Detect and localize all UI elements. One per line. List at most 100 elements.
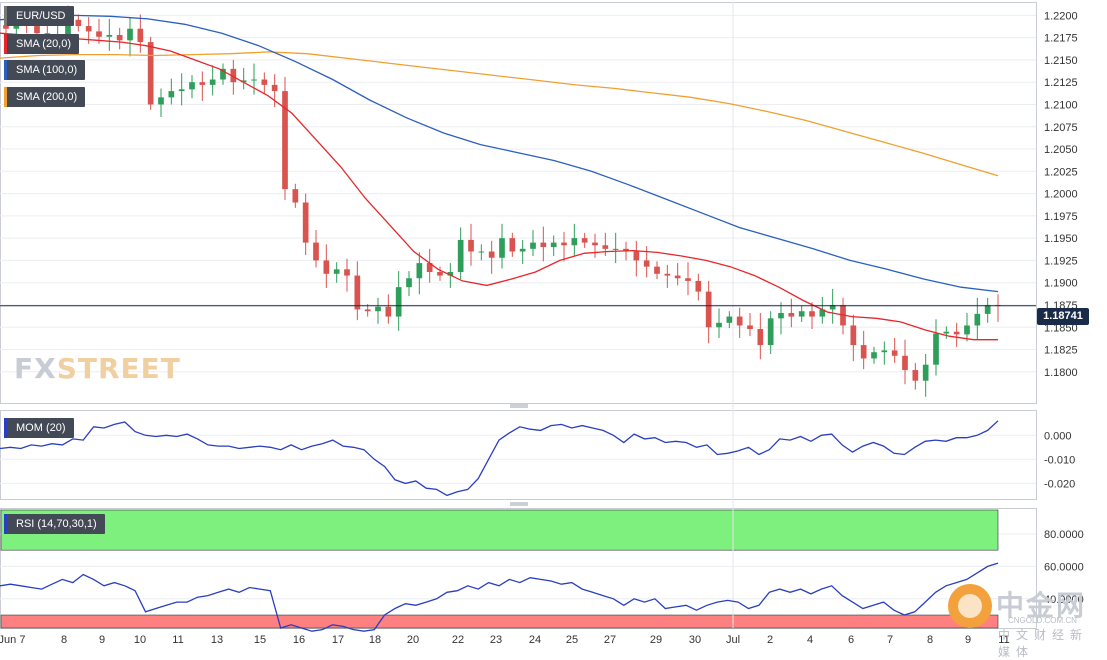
rsi-label: RSI (14,70,30,1): [4, 514, 105, 534]
candle-body: [674, 275, 681, 279]
candle-body: [447, 272, 454, 276]
x-tick-label: 10: [134, 634, 146, 646]
candle-body: [96, 31, 102, 37]
candle-body: [778, 312, 784, 319]
candle-body: [716, 322, 722, 328]
candle-body: [127, 28, 133, 41]
x-tick-label: 27: [604, 634, 616, 646]
candle-body: [747, 325, 753, 330]
candle-body: [137, 28, 144, 43]
x-tick-label: 8: [61, 634, 67, 646]
candle-body: [406, 278, 412, 288]
candle-body: [871, 352, 877, 359]
candle-body: [850, 325, 857, 346]
candle-body: [964, 325, 970, 335]
x-tick-label: 2: [767, 634, 773, 646]
mom-tick-label: -0.020: [1044, 478, 1075, 490]
candle-body: [85, 26, 92, 32]
candle-body: [726, 316, 733, 323]
watermark-sub: 中文财经新媒体: [998, 628, 1089, 659]
x-tick-label: 9: [965, 634, 971, 646]
candle-body: [3, 25, 9, 29]
candle-body: [261, 79, 268, 85]
rsi-swatch: [4, 514, 7, 534]
mom-pane-frame: [0, 410, 1037, 500]
candle-body: [364, 309, 371, 312]
candle-body: [271, 84, 278, 92]
x-tick-label: 4: [807, 634, 813, 646]
logo-fx: FX: [14, 352, 57, 385]
sma20-label: SMA (20,0): [4, 34, 80, 54]
candle-body: [230, 68, 237, 83]
candle-body: [116, 34, 123, 41]
sma200-label: SMA (200,0): [4, 87, 86, 107]
candle-body: [220, 68, 226, 80]
mom-label: MOM (20): [4, 418, 74, 438]
x-tick-label: 20: [407, 634, 419, 646]
x-tick-label: 25: [566, 634, 578, 646]
candle-body: [395, 287, 402, 317]
candle-body: [705, 291, 712, 328]
rsi-text: RSI (14,70,30,1): [16, 518, 97, 530]
x-tick-label: 15: [254, 634, 266, 646]
candle-body: [736, 316, 743, 326]
symbol-swatch: [4, 6, 7, 26]
x-tick-label: 16: [293, 634, 305, 646]
sma20-line: [0, 32, 998, 341]
x-tick-label: 13: [211, 634, 223, 646]
y-tick-label: 1.2025: [1044, 166, 1078, 178]
y-tick-label: 1.2050: [1044, 144, 1078, 156]
candle-body: [147, 42, 154, 105]
candle-body: [902, 355, 908, 371]
y-tick-label: 1.2100: [1044, 99, 1078, 111]
x-tick-label: 23: [490, 634, 502, 646]
candle-body: [571, 238, 578, 246]
candle-body: [478, 251, 485, 253]
y-tick-label: 1.2125: [1044, 77, 1078, 89]
candle-body: [158, 97, 164, 105]
candle-body: [767, 318, 774, 346]
x-tick-label: Jul: [726, 634, 740, 646]
candle-body: [860, 345, 867, 359]
cngold-logo-icon: [948, 584, 992, 628]
candle-body: [75, 19, 82, 27]
candle-body: [685, 278, 691, 281]
sma100-line: [0, 14, 999, 293]
mom-swatch: [4, 418, 7, 438]
x-tick-label: 24: [529, 634, 541, 646]
rsi-oversold-zone: [0, 614, 999, 629]
mom-tick-label: -0.010: [1044, 454, 1075, 466]
sma200-line: [0, 51, 999, 177]
candle-body: [561, 242, 567, 246]
candle-body: [199, 82, 206, 85]
x-tick-label: 29: [650, 634, 662, 646]
candle-body: [282, 91, 288, 190]
candle-body: [344, 269, 350, 276]
sma100-swatch: [4, 60, 7, 80]
candle-body: [984, 304, 991, 314]
candle-body: [509, 238, 516, 252]
rsi-tick-label: 40.0000: [1044, 594, 1084, 606]
candle-body: [612, 248, 619, 250]
sma20-text: SMA (20,0): [16, 38, 72, 50]
main-pane-frame: [0, 2, 1037, 404]
y-tick-label: 1.2200: [1044, 10, 1078, 22]
rsi-tick-label: 60.0000: [1044, 561, 1084, 573]
y-tick-label: 1.2150: [1044, 55, 1078, 67]
y-tick-label: 1.1975: [1044, 211, 1078, 223]
y-tick-label: 1.1925: [1044, 255, 1078, 267]
candle-body: [323, 260, 330, 274]
sma100-text: SMA (100,0): [16, 64, 78, 76]
candle-body: [251, 79, 257, 81]
candle-body: [209, 79, 216, 85]
candle-body: [891, 350, 898, 356]
fxstreet-logo: FXSTREET: [14, 352, 181, 385]
symbol-text: EUR/USD: [16, 10, 66, 22]
candle-body: [292, 189, 299, 203]
candle-body: [623, 248, 629, 252]
x-tick-label: Jun 7: [0, 634, 25, 646]
candle-body: [550, 242, 557, 248]
candle-body: [416, 263, 423, 279]
x-tick-label: 11: [998, 634, 1009, 646]
